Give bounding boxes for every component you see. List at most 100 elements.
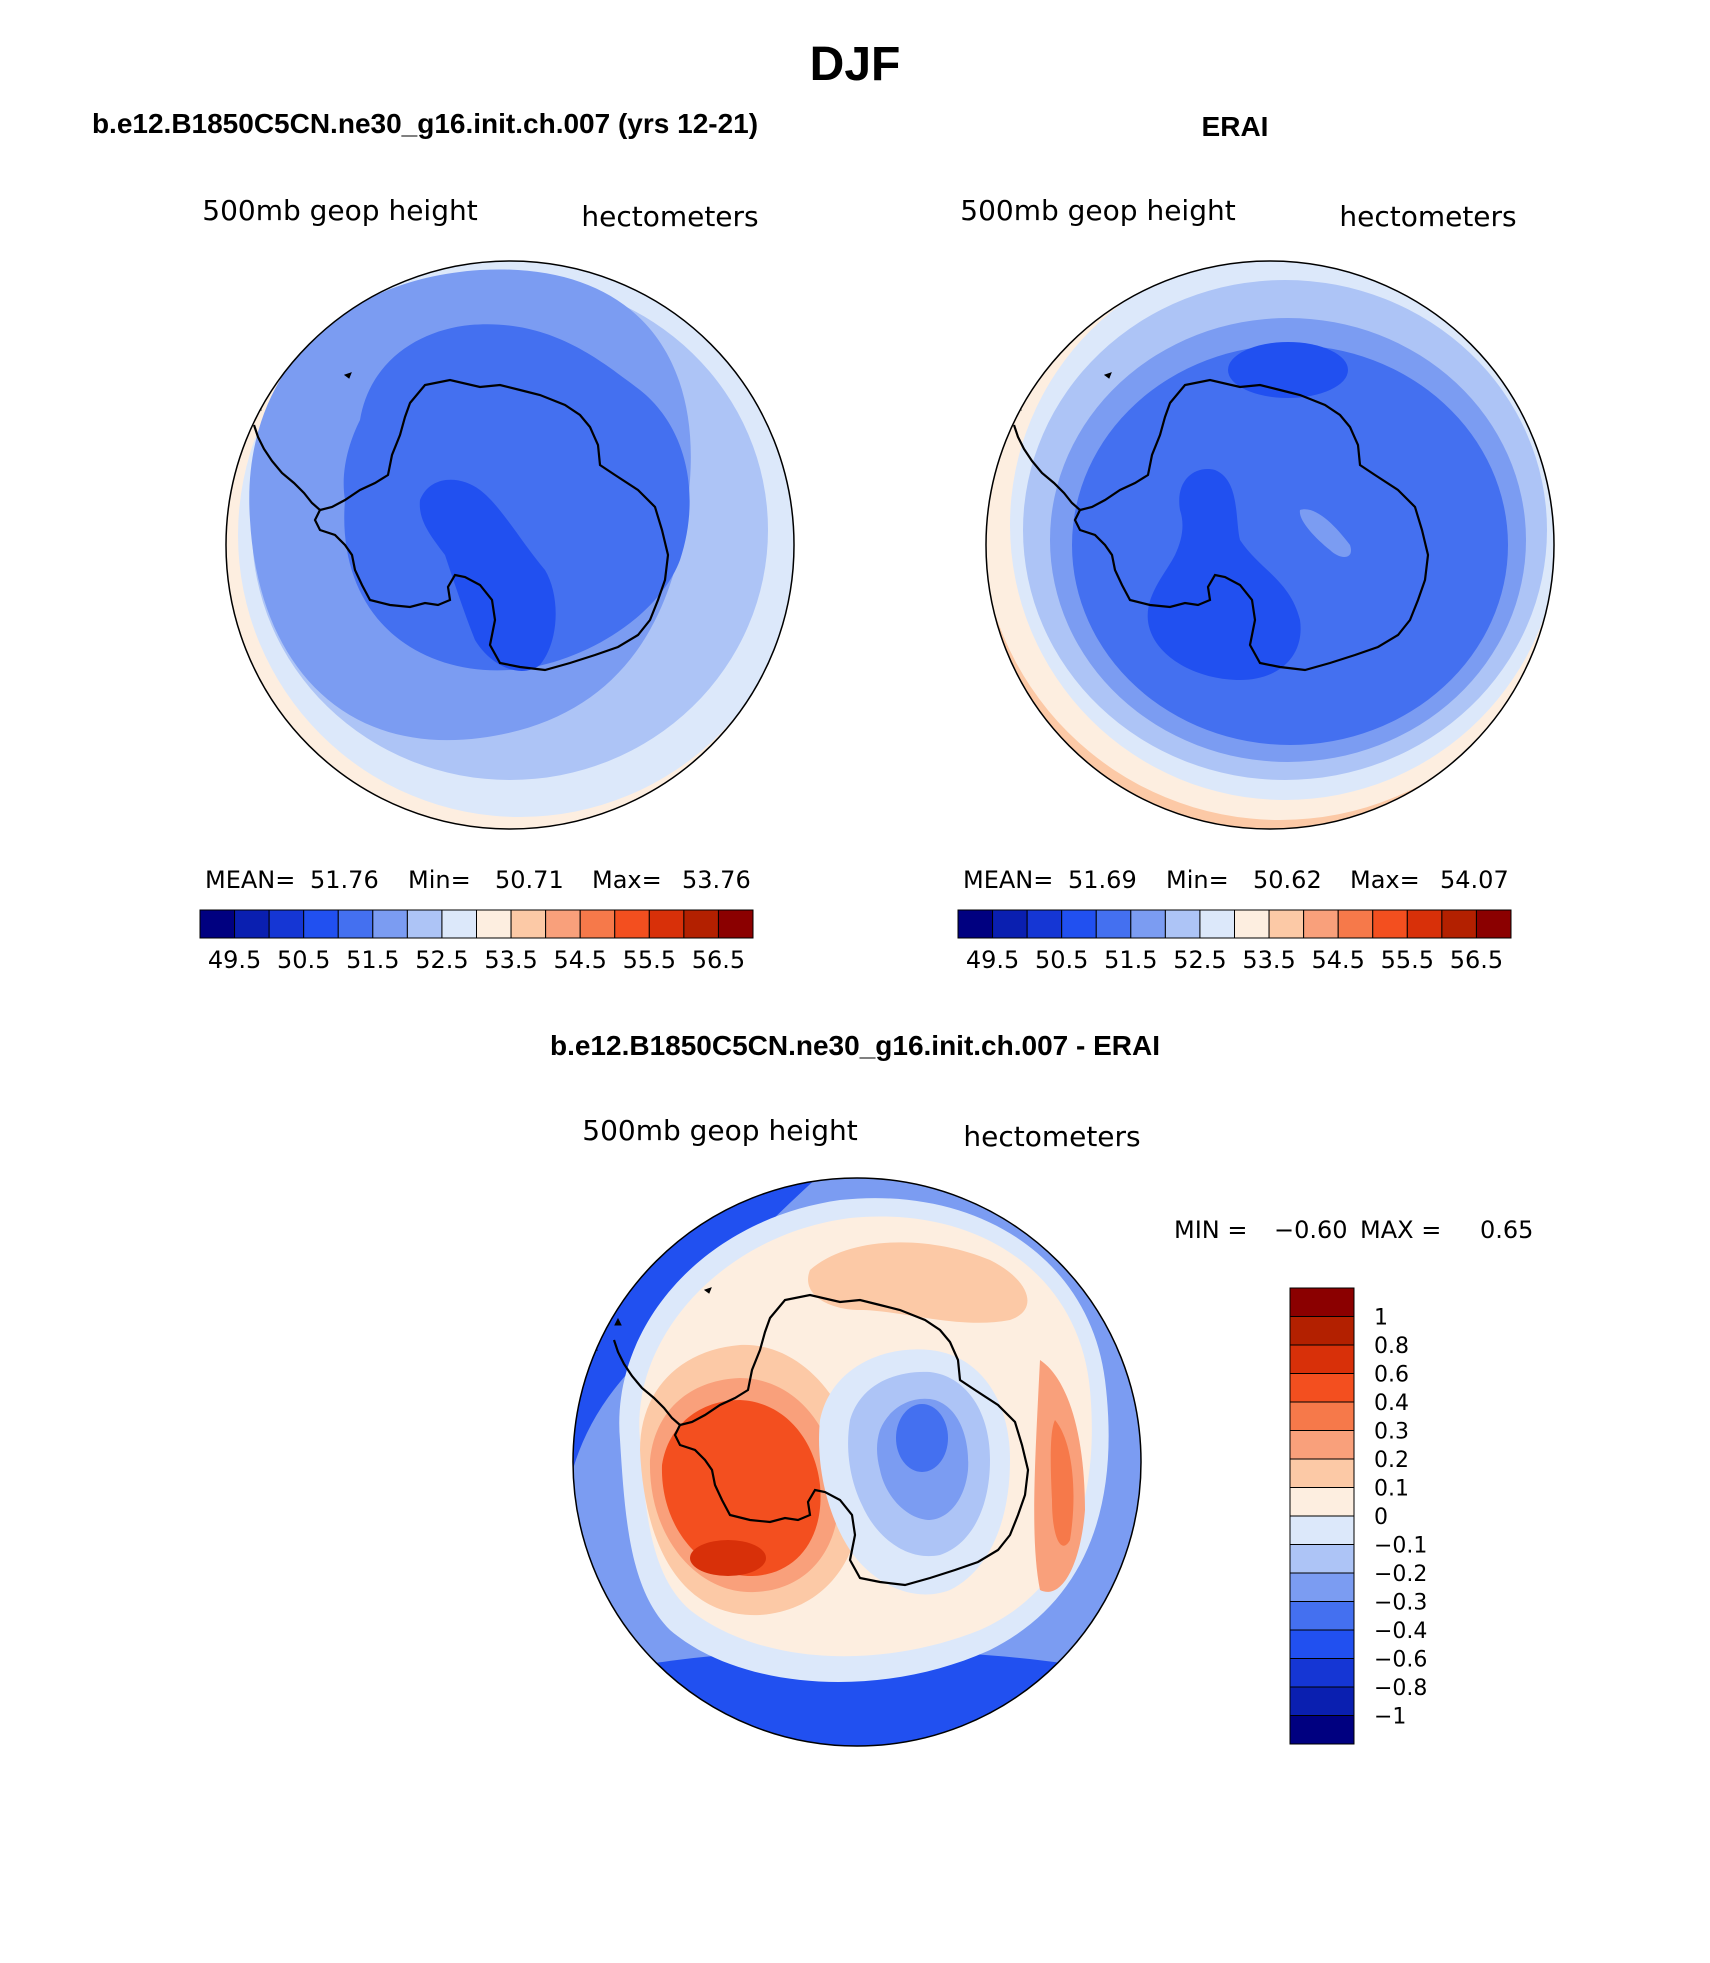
colorbar-tick-label: 54.5 xyxy=(553,946,606,974)
colorbar-tick-label: 0.8 xyxy=(1374,1334,1409,1359)
colorbar-swatch xyxy=(234,909,270,939)
colorbar-tick-label: −1 xyxy=(1374,1705,1406,1730)
max-label: Max= xyxy=(1350,866,1420,894)
colorbar-swatch xyxy=(1289,1430,1355,1460)
colorbar-swatch xyxy=(545,909,581,939)
colorbar-swatch xyxy=(1289,1629,1355,1659)
colorbar-tick-label: 49.5 xyxy=(208,946,261,974)
colorbar-swatch xyxy=(957,909,994,939)
colorbar-tick-label: 0.1 xyxy=(1374,1477,1409,1502)
figure-title: DJF xyxy=(810,38,901,91)
colorbar-tick-label: 52.5 xyxy=(415,946,468,974)
colorbar-tick-label: 0.2 xyxy=(1374,1448,1409,1473)
colorbar-swatch xyxy=(1406,909,1443,939)
map-model xyxy=(226,261,794,829)
mean-value: 51.76 xyxy=(310,866,379,894)
colorbar-swatch xyxy=(648,909,685,939)
panel-title: b.e12.B1850C5CN.ne30_g16.init.ch.007 (yr… xyxy=(92,108,758,139)
colorbar-tick-label: 51.5 xyxy=(1104,946,1157,974)
colorbar-swatch xyxy=(1289,1686,1355,1716)
colorbar-swatch xyxy=(372,909,408,939)
colorbar-swatch xyxy=(683,909,719,939)
colorbar-tick-label: 55.5 xyxy=(1381,946,1434,974)
colorbar-swatch xyxy=(1303,909,1339,939)
max-label: MAX = xyxy=(1360,1216,1441,1244)
colorbar-swatch xyxy=(199,909,236,939)
colorbar-tick-label: −0.6 xyxy=(1374,1648,1427,1673)
colorbar-swatch xyxy=(1475,909,1512,939)
colorbar-swatch xyxy=(1289,1458,1355,1488)
max-value: 0.65 xyxy=(1480,1216,1533,1244)
colorbar-swatch xyxy=(992,909,1028,939)
colorbar-swatch xyxy=(1372,909,1408,939)
colorbar-swatch xyxy=(1199,909,1235,939)
panel-title: ERAI xyxy=(1202,111,1269,142)
colorbar-tick-label: 1 xyxy=(1374,1306,1388,1331)
min-label: MIN = xyxy=(1174,1216,1247,1244)
map-obs xyxy=(986,261,1554,829)
colorbar-swatch xyxy=(1337,909,1374,939)
colorbar-swatch xyxy=(476,909,512,939)
colorbar-swatch xyxy=(1164,909,1201,939)
colorbar-swatch xyxy=(1289,1287,1355,1317)
panel-obs: ERAI 500mb geop height hectometers MEAN=… xyxy=(957,111,1555,974)
colorbar-tick-label: 53.5 xyxy=(484,946,537,974)
colorbar-swatch xyxy=(1289,1373,1355,1403)
colorbar-tick-label: 0.4 xyxy=(1374,1391,1409,1416)
colorbar-tick-label: 54.5 xyxy=(1311,946,1364,974)
min-label: Min= xyxy=(408,866,471,894)
colorbar-tick-label: 56.5 xyxy=(1450,946,1503,974)
colorbar-swatch xyxy=(268,909,305,939)
colorbar-swatch xyxy=(1130,909,1166,939)
colorbar-tick-label: 52.5 xyxy=(1173,946,1226,974)
colorbar-swatch xyxy=(1441,909,1477,939)
colorbar-swatch xyxy=(510,909,547,939)
colorbar-tick-label: 0.6 xyxy=(1374,1363,1409,1388)
stats-obs: MEAN= 51.69 Min= 50.62 Max= 54.07 xyxy=(963,866,1509,894)
colorbar-swatch xyxy=(1289,1515,1355,1545)
colorbar-swatch xyxy=(579,909,616,939)
colorbar-tick-label: 50.5 xyxy=(277,946,330,974)
colorbar-diff: 1 0.8 0.6 0.4 0.3 0.2 0.1 0 −0.1 −0.2 −0.3 −0.4 −0.6… xyxy=(1289,1287,1427,1745)
colorbar-tick-label: 0.3 xyxy=(1374,1420,1409,1445)
stats-model: MEAN= 51.76 Min= 50.71 Max= 53.76 xyxy=(205,866,751,894)
colorbar-swatch xyxy=(1289,1658,1355,1688)
units-label: hectometers xyxy=(581,200,758,233)
colorbar-swatch xyxy=(1095,909,1132,939)
colorbar-tick-label: 51.5 xyxy=(346,946,399,974)
max-value: 53.76 xyxy=(682,866,751,894)
stats-diff: MIN = −0.60 MAX = 0.65 xyxy=(1174,1216,1533,1244)
colorbar-tick-label: −0.2 xyxy=(1374,1562,1427,1587)
variable-label: 500mb geop height xyxy=(960,194,1235,227)
min-value: 50.62 xyxy=(1253,866,1322,894)
min-value: 50.71 xyxy=(495,866,564,894)
variable-label: 500mb geop height xyxy=(582,1114,857,1147)
max-value: 54.07 xyxy=(1440,866,1509,894)
colorbar-swatch xyxy=(441,909,477,939)
colorbar-tick-label: 53.5 xyxy=(1242,946,1295,974)
colorbar-obs: 49.5 50.5 51.5 52.5 53.5 54.5 55.5 56.5 xyxy=(957,909,1512,974)
min-value: −0.60 xyxy=(1274,1216,1348,1244)
panel-title: b.e12.B1850C5CN.ne30_g16.init.ch.007 - E… xyxy=(550,1030,1160,1061)
panel-diff: b.e12.B1850C5CN.ne30_g16.init.ch.007 - E… xyxy=(550,1030,1533,1747)
units-label: hectometers xyxy=(1339,200,1516,233)
colorbar-swatch xyxy=(303,909,339,939)
colorbar-swatch xyxy=(1289,1601,1355,1631)
colorbar-swatch xyxy=(717,909,754,939)
variable-label: 500mb geop height xyxy=(202,194,477,227)
colorbar-swatch xyxy=(1289,1316,1355,1346)
colorbar-swatch xyxy=(614,909,650,939)
colorbar-swatch xyxy=(1289,1487,1355,1517)
colorbar-model: 49.5 50.5 51.5 52.5 53.5 54.5 55.5 56.5 xyxy=(199,909,754,974)
colorbar-tick-label: −0.1 xyxy=(1374,1534,1427,1559)
colorbar-tick-label: 49.5 xyxy=(966,946,1019,974)
colorbar-swatch xyxy=(1289,1544,1355,1574)
colorbar-tick-label: −0.3 xyxy=(1374,1591,1427,1616)
colorbar-tick-label: 50.5 xyxy=(1035,946,1088,974)
mean-label: MEAN= xyxy=(205,866,295,894)
panel-model: b.e12.B1850C5CN.ne30_g16.init.ch.007 (yr… xyxy=(92,108,795,974)
max-label: Max= xyxy=(592,866,662,894)
colorbar-swatch xyxy=(1061,909,1097,939)
colorbar-tick-label: 55.5 xyxy=(623,946,676,974)
